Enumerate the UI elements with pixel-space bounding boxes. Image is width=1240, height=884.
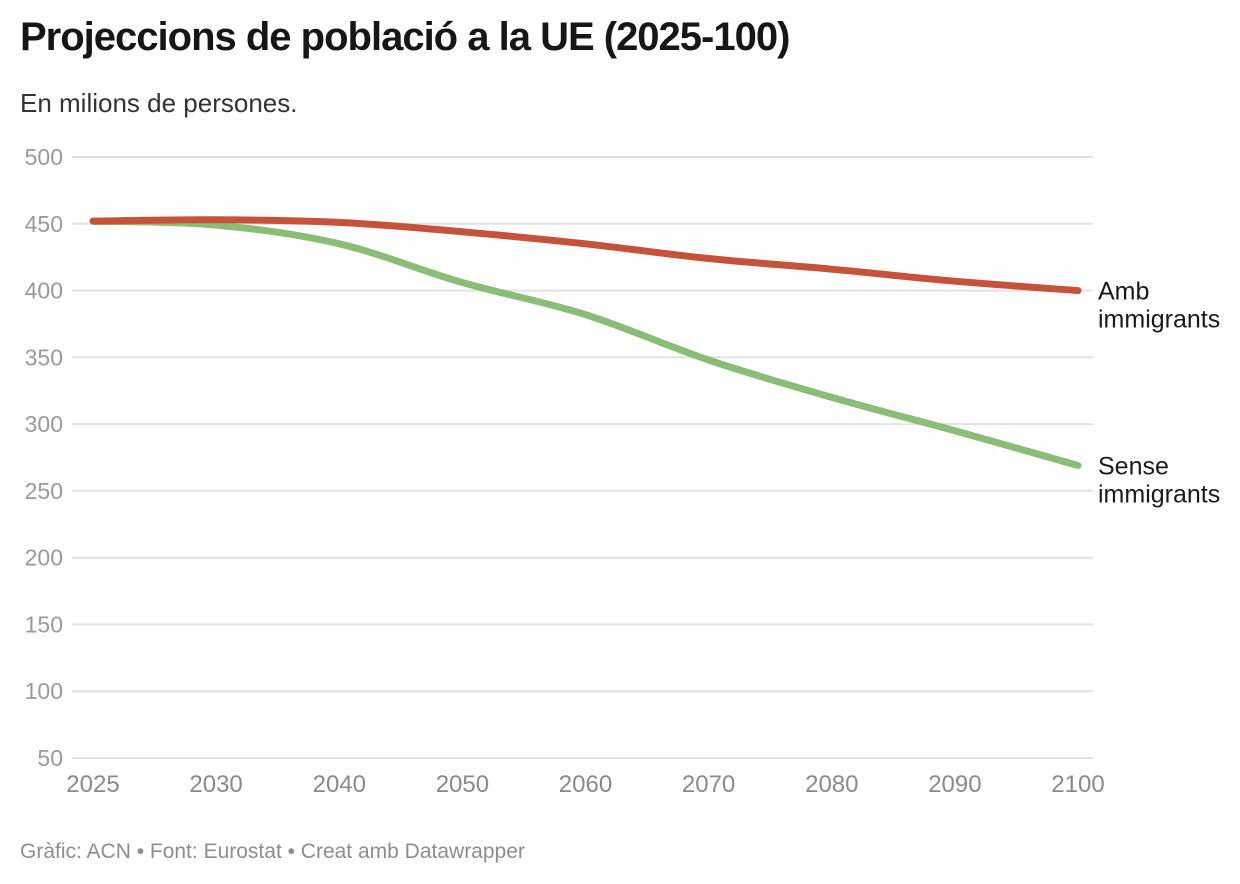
chart-credit-line: Gràfic: ACN • Font: Eurostat • Creat amb…: [20, 840, 525, 863]
chart-title: Projeccions de població a la UE (2025-10…: [20, 15, 790, 59]
y-tick-label: 200: [25, 545, 63, 571]
series-line-amb-immigrants: [89, 216, 1082, 295]
series-end-label-sense-immigrants: Sense immigrants: [1098, 453, 1220, 509]
x-tick-label: 2025: [66, 771, 119, 798]
series-end-label-amb-immigrants: Amb immigrants: [1098, 278, 1220, 334]
y-tick-label: 100: [25, 678, 63, 704]
y-tick-label: 350: [25, 344, 63, 370]
y-tick-label: 300: [25, 411, 63, 437]
x-tick-label: 2070: [682, 771, 735, 798]
x-tick-label: 2100: [1051, 771, 1104, 798]
y-tick-label: 50: [37, 745, 63, 771]
x-tick-label: 2090: [928, 771, 981, 798]
series-line-sense-immigrants: [89, 217, 1082, 469]
x-tick-label: 2080: [805, 771, 858, 798]
y-tick-label: 500: [25, 144, 63, 170]
y-tick-label: 400: [25, 278, 63, 304]
x-tick-label: 2050: [436, 771, 489, 798]
x-tick-label: 2040: [313, 771, 366, 798]
x-tick-label: 2030: [189, 771, 242, 798]
x-tick-label: 2060: [559, 771, 612, 798]
y-tick-label: 250: [25, 478, 63, 504]
y-tick-label: 150: [25, 611, 63, 637]
y-tick-label: 450: [25, 211, 63, 237]
chart-subtitle: En milions de persones.: [20, 88, 298, 118]
